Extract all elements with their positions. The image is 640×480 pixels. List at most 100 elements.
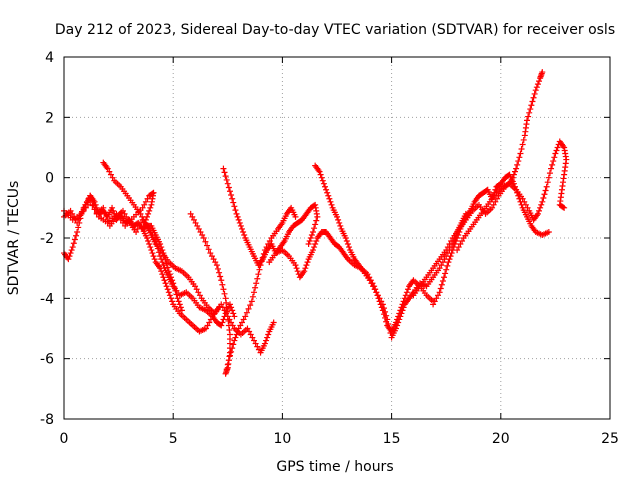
data-point bbox=[160, 274, 167, 281]
data-point bbox=[248, 298, 255, 305]
data-point bbox=[539, 69, 546, 76]
data-point bbox=[216, 269, 223, 276]
data-point bbox=[233, 210, 240, 217]
data-point bbox=[550, 158, 557, 165]
data-point bbox=[404, 286, 411, 293]
data-point bbox=[433, 295, 440, 302]
data-point bbox=[549, 161, 556, 168]
data-point bbox=[244, 325, 251, 332]
data-point bbox=[70, 240, 77, 247]
data-point bbox=[294, 268, 301, 275]
data-point bbox=[515, 158, 522, 165]
data-point bbox=[446, 241, 453, 248]
data-point bbox=[252, 284, 259, 291]
data-point bbox=[436, 289, 443, 296]
data-point bbox=[219, 281, 226, 288]
data-point bbox=[199, 231, 206, 238]
data-layer bbox=[61, 69, 570, 377]
data-point bbox=[537, 204, 544, 211]
data-point bbox=[531, 90, 538, 97]
data-point bbox=[513, 165, 520, 172]
data-point bbox=[532, 87, 539, 94]
data-point bbox=[202, 238, 209, 245]
data-point bbox=[402, 292, 409, 299]
data-point bbox=[379, 301, 386, 308]
y-tick-label: -2 bbox=[40, 231, 54, 247]
data-point bbox=[142, 198, 149, 205]
data-point bbox=[545, 174, 552, 181]
data-point bbox=[78, 210, 85, 217]
data-point bbox=[161, 277, 168, 284]
data-point bbox=[193, 286, 200, 293]
data-point bbox=[490, 201, 497, 208]
data-point bbox=[561, 204, 568, 211]
data-point bbox=[538, 201, 545, 208]
data-point bbox=[536, 78, 543, 85]
data-point bbox=[145, 210, 152, 217]
data-point bbox=[398, 310, 405, 317]
data-point bbox=[551, 154, 558, 161]
data-point bbox=[205, 246, 212, 253]
data-point bbox=[335, 216, 342, 223]
data-point bbox=[210, 256, 217, 263]
data-point bbox=[292, 262, 299, 269]
data-point bbox=[230, 341, 237, 348]
ticks-layer: 0 5 10 15 20 25 -8 -6 -4 -2 0 2 4 bbox=[40, 50, 619, 447]
data-point bbox=[149, 250, 156, 257]
data-point bbox=[443, 266, 450, 273]
data-point bbox=[430, 301, 437, 308]
data-point bbox=[378, 298, 385, 305]
data-point bbox=[232, 207, 239, 214]
data-point bbox=[337, 222, 344, 229]
data-point bbox=[200, 235, 207, 241]
data-point bbox=[323, 186, 330, 193]
data-point bbox=[313, 217, 320, 224]
data-point bbox=[67, 207, 74, 214]
series-sat-i bbox=[430, 171, 552, 308]
data-point bbox=[220, 286, 227, 293]
data-point bbox=[336, 219, 343, 226]
data-point bbox=[143, 235, 150, 241]
data-point bbox=[195, 225, 202, 232]
data-point bbox=[103, 213, 110, 220]
data-point bbox=[162, 280, 169, 287]
data-point bbox=[192, 219, 199, 226]
data-point bbox=[392, 325, 399, 332]
data-point bbox=[342, 235, 349, 241]
data-point bbox=[123, 213, 130, 220]
data-point bbox=[119, 207, 126, 214]
data-point bbox=[163, 283, 170, 290]
data-point bbox=[230, 310, 237, 317]
data-point bbox=[141, 201, 148, 208]
data-point bbox=[455, 244, 462, 251]
data-point bbox=[117, 216, 124, 223]
data-point bbox=[521, 198, 528, 205]
series-sat-c bbox=[100, 159, 277, 356]
data-point bbox=[146, 207, 153, 214]
data-point bbox=[302, 265, 309, 272]
data-point bbox=[519, 195, 526, 202]
data-point bbox=[225, 357, 232, 364]
data-point bbox=[93, 210, 100, 217]
data-point bbox=[396, 316, 403, 323]
data-point bbox=[89, 202, 96, 209]
data-point bbox=[150, 253, 157, 260]
data-point bbox=[165, 289, 172, 296]
data-point bbox=[87, 192, 94, 199]
data-point bbox=[534, 81, 541, 88]
data-point bbox=[235, 216, 242, 223]
data-point bbox=[226, 352, 233, 359]
data-point bbox=[318, 174, 325, 181]
data-point bbox=[520, 136, 527, 143]
data-point bbox=[544, 179, 551, 186]
data-point bbox=[101, 209, 108, 216]
data-point bbox=[446, 256, 453, 263]
data-point bbox=[442, 270, 449, 277]
data-point bbox=[168, 295, 175, 302]
data-point bbox=[119, 219, 126, 226]
data-point bbox=[263, 337, 270, 344]
x-tick-label: 5 bbox=[169, 431, 178, 447]
data-point bbox=[438, 281, 445, 288]
data-point bbox=[400, 304, 407, 311]
